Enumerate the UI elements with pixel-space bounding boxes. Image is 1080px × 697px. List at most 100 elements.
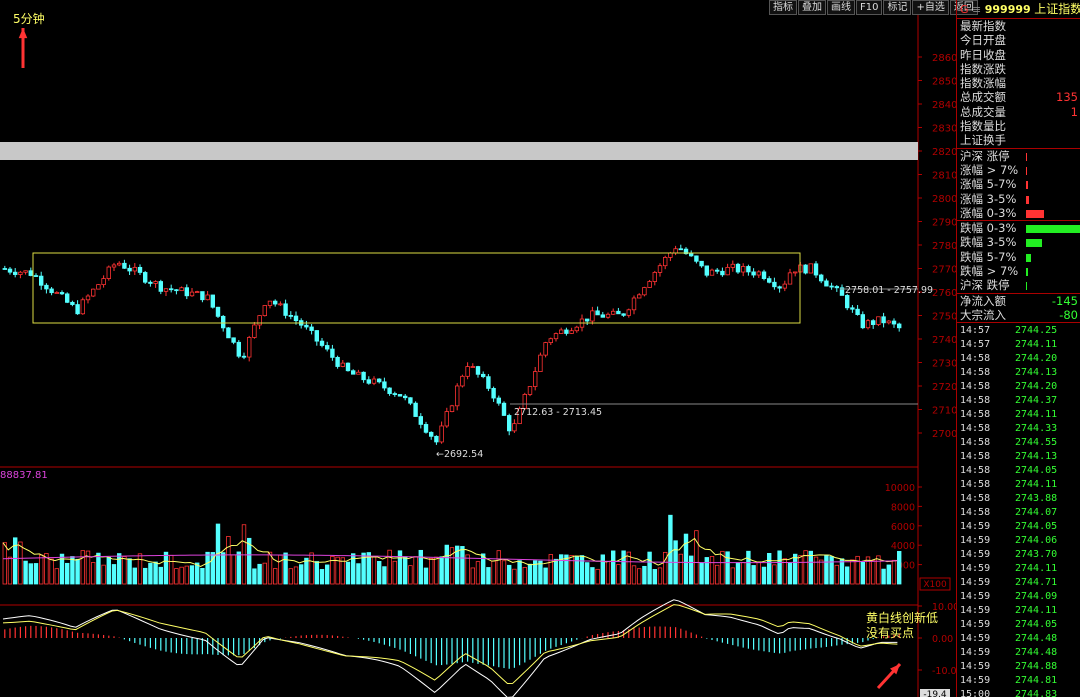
candle: [85, 295, 91, 301]
candle: [39, 275, 44, 286]
price-tick-label: 2810: [932, 171, 956, 182]
volume-bar: [142, 567, 148, 585]
breadth-bar: [1026, 166, 1028, 175]
breadth-bar: [1026, 268, 1029, 277]
candle: [413, 402, 418, 417]
volume-bar: [605, 560, 611, 585]
candle: [382, 381, 387, 389]
volume-bar: [106, 556, 111, 585]
tick-list[interactable]: 14:57 2744.25 14:57 2744.11 14:58 2744.20 14:5…: [957, 322, 1080, 697]
volume-bar: [876, 555, 881, 585]
candle: [122, 262, 127, 269]
candle: [454, 385, 460, 407]
candle: [735, 263, 741, 273]
candle: [663, 257, 668, 267]
volume-bar: [168, 554, 174, 585]
tick-price: 2744.06: [1015, 535, 1058, 547]
indicator-button[interactable]: 指标: [769, 0, 797, 15]
unit-box: [919, 577, 951, 591]
volume-bar: [803, 550, 808, 585]
volume-bar: [361, 552, 366, 585]
volume-bar: [101, 564, 106, 585]
volume-bar: [345, 561, 351, 585]
candle: [647, 281, 652, 288]
candle: [293, 315, 299, 322]
candle: [241, 355, 247, 358]
candle: [376, 378, 382, 383]
tick-price: 2744.33: [1015, 423, 1058, 435]
candle: [751, 271, 756, 276]
candle: [356, 371, 361, 375]
candle: [881, 316, 886, 324]
mark-button[interactable]: 标记: [883, 0, 912, 15]
row-label: 跌幅 > 7%: [960, 264, 1019, 279]
volume-bar: [137, 553, 143, 585]
tick-time: 14:58: [960, 451, 991, 463]
row-label: 指数涨幅: [960, 76, 1006, 91]
tick-time: 14:59: [960, 521, 991, 533]
candle: [803, 264, 808, 274]
breadth-row: 跌幅 5-7%: [957, 250, 1080, 264]
candle: [605, 313, 611, 318]
volume-bar: [611, 550, 616, 585]
candle: [699, 260, 704, 267]
candle: [475, 366, 481, 375]
candle: [70, 301, 75, 305]
add-watchlist-button[interactable]: +自选: [912, 0, 949, 15]
candle: [741, 266, 746, 273]
period-label[interactable]: 5分钟: [13, 12, 45, 26]
volume-bar: [663, 551, 668, 585]
volume-bar: [855, 555, 860, 585]
row-label: 最新指数: [960, 19, 1006, 33]
row-label: 跌幅 3-5%: [960, 235, 1017, 250]
tick-time: 14:58: [960, 465, 991, 477]
volume-bar: [813, 556, 819, 585]
tick-price: 2744.11: [1015, 339, 1058, 351]
breadth-row: 沪深 跌停: [957, 278, 1080, 292]
volume-bar: [408, 565, 413, 585]
volume-bar: [491, 560, 496, 585]
macd-tick-label: 10.00: [932, 602, 956, 613]
kline-chart[interactable]: 2860 2850 2840 2830 2820 2810 2800 2790 2780 2770…: [0, 0, 956, 697]
candle: [668, 252, 673, 258]
menu-icon[interactable]: ≡: [972, 3, 982, 16]
candle: [637, 294, 642, 299]
candle: [626, 309, 631, 316]
volume-bar: [564, 554, 569, 585]
volume-bar: [881, 568, 886, 585]
candle: [387, 387, 392, 394]
tick-price: 2744.11: [1015, 605, 1058, 617]
breadth-bar: [1026, 209, 1044, 218]
candle: [813, 263, 819, 276]
volume-bar: [871, 560, 876, 585]
breadth-row: 涨幅 3-5%: [957, 192, 1080, 206]
tick-time: 14:58: [960, 381, 991, 393]
volume-bar: [891, 559, 897, 585]
candle: [715, 269, 720, 272]
candle: [694, 255, 699, 262]
overlay-button[interactable]: 叠加: [798, 0, 826, 15]
tick-row: 14:58 2744.20: [957, 380, 1080, 394]
price-tick-label: 2820: [932, 147, 956, 158]
candle: [621, 313, 626, 316]
volume-bar: [319, 569, 325, 585]
f10-button[interactable]: F10: [856, 0, 883, 15]
volume-bar: [533, 560, 538, 585]
tick-row: 14:58 2744.11: [957, 478, 1080, 492]
breadth-row: 涨幅 0-3%: [957, 206, 1080, 220]
volume-bar: [548, 554, 553, 585]
volume-bar: [709, 556, 715, 585]
volume-unit: X100: [923, 580, 947, 590]
tick-time: 14:59: [960, 577, 991, 589]
candle: [595, 310, 600, 316]
tick-price: 2744.11: [1015, 479, 1058, 491]
volume-bar: [626, 551, 631, 585]
candle: [231, 337, 236, 343]
breadth-bar: [1026, 253, 1031, 262]
tick-row: 14:59 2744.71: [957, 576, 1080, 590]
draw-line-button[interactable]: 画线: [827, 0, 855, 15]
volume-bar: [460, 546, 465, 585]
row-value: 1: [1070, 104, 1078, 119]
candle: [252, 324, 257, 338]
tick-time: 14:59: [960, 535, 991, 547]
